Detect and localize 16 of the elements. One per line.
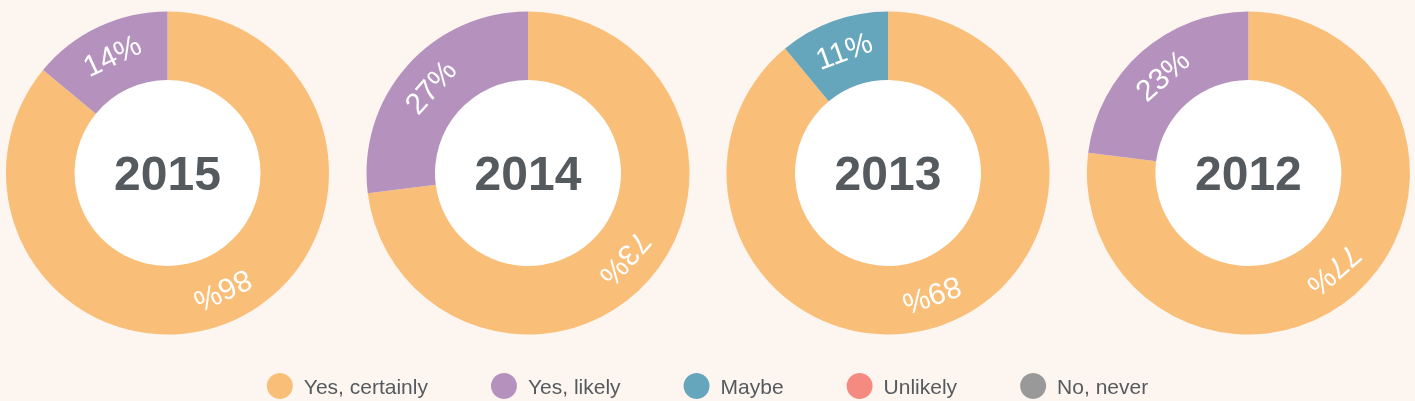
text: 2012: [1195, 146, 1302, 200]
data-label: 86%: [188, 263, 258, 319]
legend-label: Yes, likely: [527, 374, 622, 398]
legend-label: Yes, certainly: [303, 374, 429, 398]
text: 2014: [474, 146, 582, 200]
legend-label: Maybe: [720, 374, 784, 398]
data-label: 77%: [1301, 238, 1368, 303]
data-label: 23%: [1128, 43, 1196, 108]
data-label: 14%: [77, 27, 147, 83]
data-label: 11%: [811, 25, 877, 76]
text: 2015: [114, 146, 221, 200]
data-label: 89%: [898, 269, 967, 322]
data-label: 73%: [593, 225, 658, 293]
text: 2013: [834, 146, 942, 200]
legend-label: Unlikely: [883, 374, 958, 398]
legend-label: No, never: [1057, 374, 1149, 398]
